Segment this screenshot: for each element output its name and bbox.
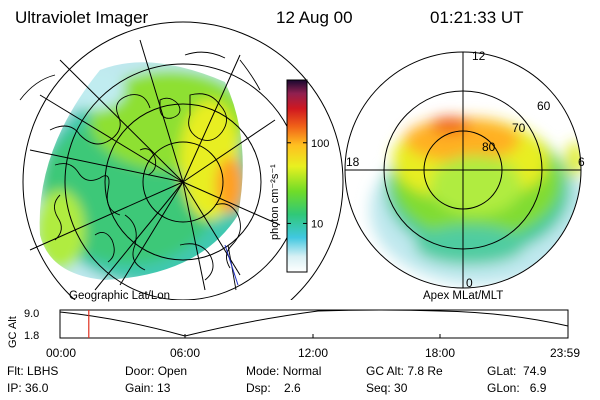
mlat-70-label: 70	[512, 121, 526, 135]
date-label: 12 Aug 00	[276, 8, 353, 27]
colorbar-tick-label: 100	[311, 138, 329, 150]
seq-value: 30	[394, 381, 408, 395]
alt-tick-high: 9.0	[24, 308, 39, 320]
info-glat: GLat: 74.9	[487, 364, 547, 378]
apex-caption: Apex MLat/MLT	[423, 290, 504, 302]
altitude-strip: 9.0 1.8 GC Alt 00:00 06:00 12:00 18:00 2…	[7, 308, 580, 360]
mlat-60-label: 60	[537, 99, 551, 113]
info-seq: Seq: 30	[366, 381, 408, 395]
time-tick-1200: 12:00	[298, 346, 328, 360]
instrument-title: Ultraviolet Imager	[15, 8, 149, 27]
geographic-caption: Geographic Lat/Lon	[69, 290, 171, 302]
info-dsp: Dsp: 2.6	[246, 381, 301, 395]
glat-value: 74.9	[523, 364, 547, 378]
info-door: Door: Open	[125, 364, 188, 378]
filter-value: LBHS	[27, 364, 59, 378]
door-value: Open	[157, 364, 188, 378]
gc-alt-value: 7.8 Re	[407, 364, 443, 378]
glon-value: 6.9	[529, 381, 547, 395]
magnetic-polar-plot: 12 6 0 18 60 70 80	[344, 49, 585, 290]
gain-value: 13	[157, 381, 171, 395]
time-label: 01:21:33 UT	[430, 8, 524, 27]
colorbar-unit-label: photon cm⁻²s⁻¹	[269, 164, 281, 240]
mode-value: Normal	[282, 364, 322, 378]
mlt-6-label: 6	[578, 155, 585, 169]
alt-tick-low: 1.8	[24, 330, 39, 342]
dsp-value: 2.6	[284, 381, 301, 395]
info-gain: Gain: 13	[125, 381, 171, 395]
time-tick-1800: 18:00	[425, 346, 455, 360]
mlt-0-label: 0	[466, 276, 473, 290]
imager-panels: 100 10 photon cm⁻²s⁻¹ 12 6	[19, 21, 585, 300]
time-tick-2359: 23:59	[550, 346, 580, 360]
colorbar: 100 10	[286, 79, 329, 273]
info-glon: GLon: 6.9	[487, 381, 547, 395]
info-filter: Flt: LBHS	[7, 364, 59, 378]
alt-axis-label: GC Alt	[7, 316, 19, 348]
mlt-12-label: 12	[472, 49, 486, 63]
time-tick-0600: 06:00	[170, 346, 200, 360]
info-ip: IP: 36.0	[7, 381, 49, 395]
ip-value: 36.0	[25, 381, 49, 395]
mlat-80-label: 80	[482, 140, 496, 154]
mlt-18-label: 18	[346, 155, 360, 169]
info-gc-alt: GC Alt: 7.8 Re	[366, 364, 443, 378]
altitude-curve	[59, 309, 569, 337]
time-tick-0000: 00:00	[46, 346, 76, 360]
info-mode: Mode: Normal	[246, 364, 322, 378]
colorbar-tick-label: 10	[311, 218, 323, 230]
